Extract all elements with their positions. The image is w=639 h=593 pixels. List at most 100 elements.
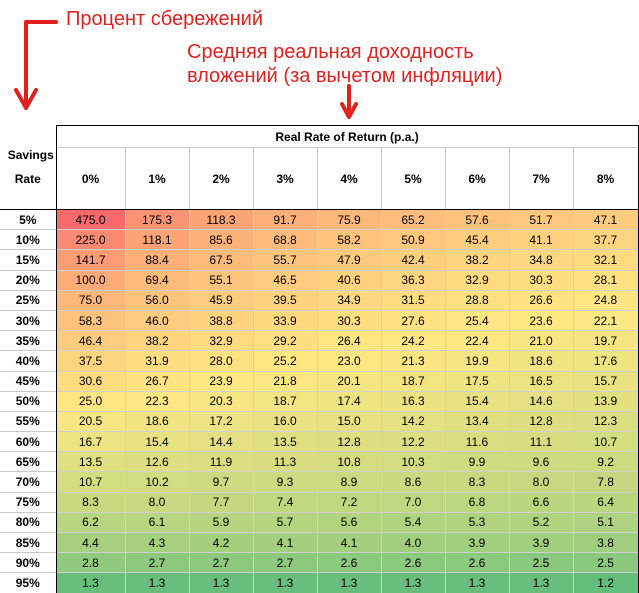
return-annotation: Средняя реальная доходность вложений (за… (187, 40, 502, 88)
heatmap-cell: 141.7 (55, 249, 125, 271)
heatmap-cell: 17.5 (444, 370, 509, 392)
heatmap-cell: 6.1 (124, 511, 189, 533)
savings-rate-annotation: Процент сбережений (66, 8, 264, 30)
column-header: 2% (188, 147, 253, 210)
heatmap-cell: 32.1 (572, 249, 639, 271)
heatmap-cell: 38.8 (188, 309, 253, 331)
heatmap-cell: 1.3 (124, 572, 189, 593)
heatmap-cell: 9.6 (508, 451, 573, 472)
row-header: 70% (0, 471, 56, 493)
heatmap-cell: 6.8 (444, 491, 509, 513)
table-row: 65% 13.5 12.6 11.9 11.3 10.8 10.3 9.9 9.6 9.2 (0, 451, 639, 472)
row-header: 80% (0, 511, 56, 533)
heatmap-cell: 16.3 (380, 390, 445, 412)
heatmap-cell: 12.2 (380, 431, 445, 452)
heatmap-cell: 42.4 (380, 249, 445, 271)
heatmap-cell: 12.8 (508, 410, 573, 432)
heatmap-cell: 20.1 (316, 370, 381, 392)
heatmap-cell: 4.0 (380, 531, 445, 553)
heatmap-cell: 58.2 (316, 229, 381, 250)
heatmap-cell: 27.6 (380, 309, 445, 331)
heatmap-cell: 12.3 (572, 410, 639, 432)
column-header: 7% (508, 147, 573, 210)
heatmap-cell: 32.9 (188, 330, 253, 351)
table-row: 70% 10.7 10.2 9.7 9.3 8.9 8.6 8.3 8.0 7.8 (0, 471, 639, 493)
column-header: 0% (55, 147, 125, 210)
row-header: 15% (0, 249, 56, 271)
heatmap-cell: 100.0 (55, 269, 125, 291)
heatmap-cell: 47.1 (572, 208, 639, 230)
column-header: 3% (252, 147, 317, 210)
row-header: 30% (0, 309, 56, 331)
heatmap-cell: 56.0 (124, 289, 189, 311)
heatmap-cell: 30.3 (316, 309, 381, 331)
row-header: 5% (0, 208, 56, 230)
heatmap-cell: 75.9 (316, 208, 381, 230)
heatmap-cell: 23.6 (508, 309, 573, 331)
heatmap-cell: 21.8 (252, 370, 317, 392)
heatmap-cell: 25.0 (55, 390, 125, 412)
heatmap-cell: 25.2 (252, 350, 317, 371)
heatmap-cell: 5.1 (572, 511, 639, 533)
heatmap-cell: 85.6 (188, 229, 253, 250)
heatmap-cell: 175.3 (124, 208, 189, 230)
heatmap-cell: 26.6 (508, 289, 573, 311)
row-header: 90% (0, 552, 56, 573)
heatmap-cell: 22.4 (444, 330, 509, 351)
heatmap-cell: 36.3 (380, 269, 445, 291)
heatmap-cell: 38.2 (124, 330, 189, 351)
heatmap-cell: 26.7 (124, 370, 189, 392)
heatmap-cell: 55.1 (188, 269, 253, 291)
heatmap-cell: 16.7 (55, 431, 125, 452)
table-row: 45% 30.6 26.7 23.9 21.8 20.1 18.7 17.5 16.5 15.7 (0, 370, 639, 392)
return-annotation-line2: вложений (за вычетом инфляции) (187, 65, 503, 87)
heatmap-cell: 475.0 (55, 208, 125, 230)
heatmap-cell: 2.6 (444, 552, 509, 573)
heatmap-cell: 20.5 (55, 410, 125, 432)
heatmap-cell: 3.9 (444, 531, 509, 553)
return-arrow-icon (340, 84, 358, 119)
heatmap-cell: 1.3 (252, 572, 317, 593)
heatmap-cell: 18.7 (252, 390, 317, 412)
heatmap-cell: 11.6 (444, 431, 509, 452)
heatmap-cell: 30.3 (508, 269, 573, 291)
heatmap-cell: 17.6 (572, 350, 639, 371)
heatmap-cell: 47.9 (316, 249, 381, 271)
heatmap-cell: 13.4 (444, 410, 509, 432)
heatmap-cell: 225.0 (55, 229, 125, 250)
table-row: 55% 20.5 18.6 17.2 16.0 15.0 14.2 13.4 12.8 12.3 (0, 410, 639, 432)
heatmap-cell: 15.0 (316, 410, 381, 432)
heatmap-cell: 6.4 (572, 491, 639, 513)
heatmap-cell: 39.5 (252, 289, 317, 311)
heatmap-cell: 21.3 (380, 350, 445, 371)
heatmap-cell: 69.4 (124, 269, 189, 291)
heatmap-cell: 8.9 (316, 471, 381, 493)
heatmap-cell: 37.7 (572, 229, 639, 250)
heatmap-cell: 1.3 (508, 572, 573, 593)
chart-title: Real Rate of Return (p.a.) (55, 125, 639, 148)
annotation-arrows (14, 20, 358, 119)
heatmap-cell: 10.8 (316, 451, 381, 472)
heatmap-cell: 15.4 (444, 390, 509, 412)
heatmap-cell: 24.8 (572, 289, 639, 311)
heatmap-cell: 13.5 (252, 431, 317, 452)
heatmap-cell: 57.6 (444, 208, 509, 230)
heatmap-cell: 32.9 (444, 269, 509, 291)
heatmap-cell: 37.5 (55, 350, 125, 371)
heatmap-cell: 3.8 (572, 531, 639, 553)
heatmap-cell: 46.0 (124, 309, 189, 331)
heatmap-cell: 2.5 (508, 552, 573, 573)
heatmap-cell: 21.0 (508, 330, 573, 351)
heatmap-cell: 10.3 (380, 451, 445, 472)
heatmap-cell: 7.4 (252, 491, 317, 513)
heatmap-cell: 2.7 (252, 552, 317, 573)
heatmap-cell: 5.4 (380, 511, 445, 533)
heatmap-cell: 46.4 (55, 330, 125, 351)
heatmap-cell: 9.7 (188, 471, 253, 493)
row-header: 55% (0, 410, 56, 432)
heatmap-cell: 5.6 (316, 511, 381, 533)
table-row: 25% 75.0 56.0 45.9 39.5 34.9 31.5 28.8 26.6 24.8 (0, 289, 639, 311)
heatmap-cell: 8.0 (508, 471, 573, 493)
heatmap-cell: 12.8 (316, 431, 381, 452)
heatmap-cell: 45.4 (444, 229, 509, 250)
